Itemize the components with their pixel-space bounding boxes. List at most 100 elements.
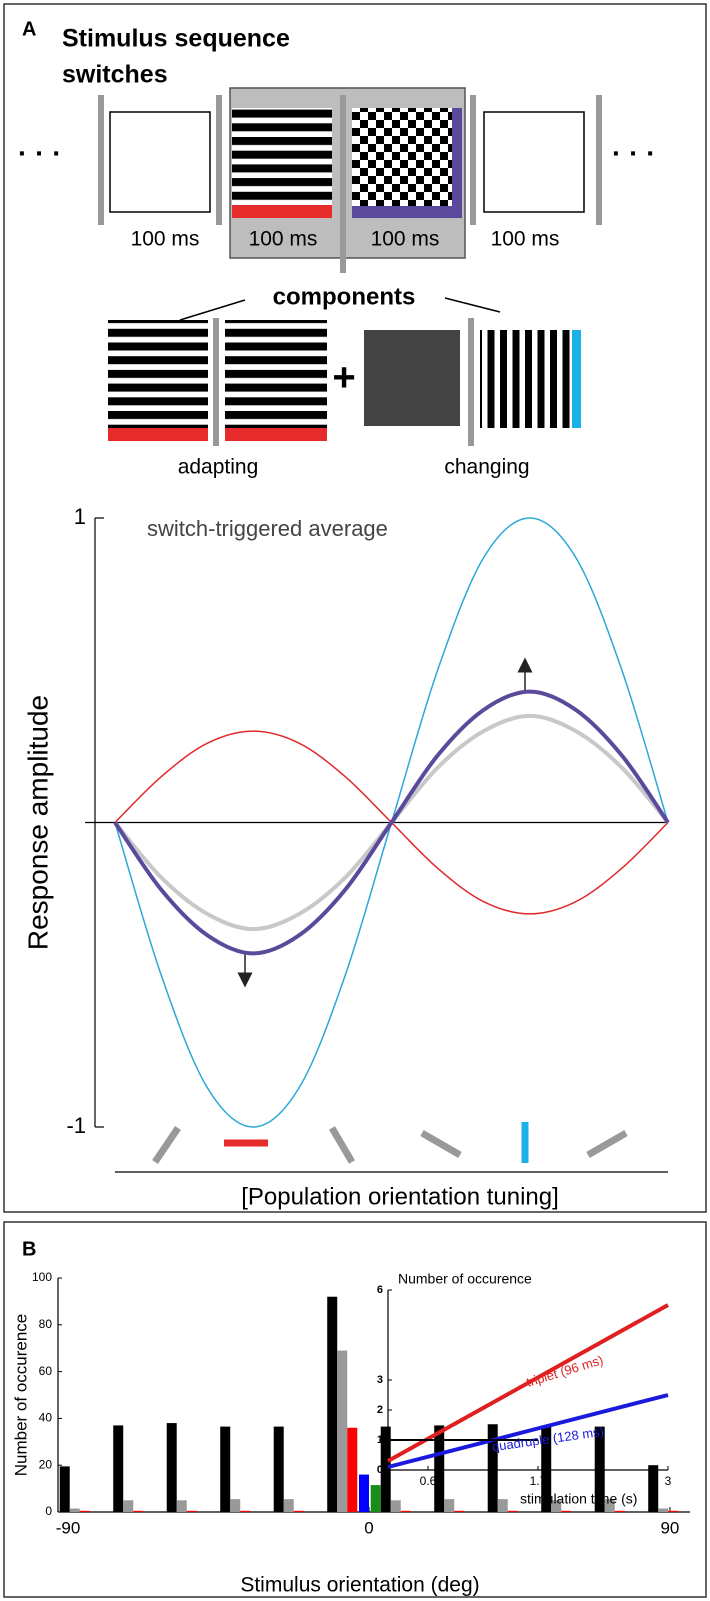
- bar: [604, 1499, 615, 1512]
- bar: [541, 1425, 552, 1512]
- y-tick-label: 20: [39, 1457, 53, 1471]
- bar: [434, 1425, 445, 1512]
- y-tick-label: 6: [377, 1284, 383, 1296]
- separator: [216, 95, 222, 225]
- x-tick-label: 3: [665, 1474, 672, 1488]
- bar: [390, 1500, 401, 1512]
- connector: [444, 297, 501, 313]
- y-tick-label: 3: [377, 1374, 383, 1386]
- x-axis-label: Stimulus orientation (deg): [240, 1574, 479, 1597]
- grating-component: [225, 320, 327, 430]
- bar: [220, 1426, 231, 1512]
- grating-component: [108, 320, 208, 430]
- y-tick-label: 1: [74, 504, 86, 529]
- duration-label: 100 ms: [371, 228, 440, 251]
- bar: [166, 1423, 177, 1512]
- color-tag: [572, 330, 581, 428]
- color-tag: [452, 108, 462, 218]
- series-line: [113, 689, 670, 956]
- panel-label: A: [22, 18, 36, 40]
- x-axis-label: stimulation time (s): [520, 1491, 637, 1507]
- bar: [293, 1510, 304, 1512]
- x-tick-label: 0.6: [420, 1474, 437, 1488]
- ellipsis: · · ·: [612, 137, 656, 168]
- color-tag: [352, 206, 462, 218]
- bar: [668, 1510, 679, 1512]
- orientation-icon: [586, 1129, 628, 1159]
- chart-title: Number of occurence: [398, 1271, 532, 1287]
- color-tag: [225, 428, 327, 441]
- y-tick-label: 2: [377, 1404, 383, 1416]
- ellipsis: · · ·: [18, 137, 62, 168]
- grating-stimulus: [232, 108, 332, 208]
- bar: [186, 1510, 197, 1512]
- panel-label: B: [22, 1238, 36, 1260]
- orientation-icon: [152, 1126, 181, 1164]
- bar: [123, 1500, 134, 1512]
- x-tick-label: 1.7: [530, 1474, 547, 1488]
- component-label: adapting: [178, 456, 259, 479]
- panel-a-frame: [3, 3, 707, 1213]
- y-tick-label: 60: [39, 1364, 53, 1378]
- y-tick-label: 80: [39, 1317, 53, 1331]
- bar: [551, 1500, 562, 1512]
- bar: [240, 1510, 251, 1512]
- x-tick-label: 0: [364, 1518, 373, 1537]
- series-label: triplet (96 ms): [524, 1352, 604, 1390]
- separator: [98, 95, 104, 225]
- y-tick-label: 0: [45, 1504, 52, 1518]
- bar: [358, 1474, 369, 1512]
- diagram-title: switches: [62, 61, 168, 89]
- y-tick-label: 100: [32, 1270, 52, 1284]
- bar: [454, 1510, 465, 1512]
- x-tick-label: 90: [660, 1518, 679, 1537]
- bar: [380, 1426, 391, 1512]
- duration-label: 100 ms: [249, 228, 318, 251]
- color-tag: [108, 428, 208, 441]
- plaid-stimulus: [352, 108, 460, 208]
- y-axis-label: Response amplitude: [22, 695, 53, 950]
- bar: [176, 1500, 187, 1512]
- y-tick-label: 1: [377, 1434, 383, 1446]
- x-tick-label: -90: [56, 1518, 81, 1537]
- bar: [79, 1510, 90, 1512]
- bar: [273, 1426, 284, 1512]
- bar: [347, 1427, 358, 1512]
- bar: [497, 1499, 508, 1512]
- bar: [658, 1508, 669, 1512]
- bar: [561, 1510, 572, 1512]
- separator: [340, 95, 346, 273]
- orientation-icon: [420, 1129, 462, 1159]
- blank-stimulus: [109, 111, 211, 213]
- y-tick-label: 0: [377, 1464, 383, 1476]
- y-tick-label: -1: [66, 1113, 86, 1138]
- x-axis-label: [Population orientation tuning]: [241, 1183, 559, 1210]
- component-label: changing: [444, 456, 529, 479]
- separator: [468, 318, 474, 446]
- components-label: components: [273, 283, 416, 310]
- bar: [444, 1499, 455, 1512]
- panel-b-frame: [3, 1221, 707, 1598]
- bar: [113, 1425, 124, 1512]
- duration-label: 100 ms: [491, 228, 560, 251]
- bar: [487, 1424, 498, 1512]
- bar: [327, 1296, 338, 1512]
- blank-component: [364, 330, 460, 426]
- bar: [337, 1350, 348, 1512]
- series-line: [387, 1393, 669, 1469]
- blank-stimulus: [483, 111, 585, 213]
- color-tag: [232, 205, 332, 218]
- bar: [370, 1485, 381, 1512]
- bar: [594, 1426, 605, 1512]
- annotation: switch-triggered average: [147, 516, 388, 541]
- duration-label: 100 ms: [131, 228, 200, 251]
- diagram-title: Stimulus sequence: [62, 25, 290, 53]
- separator: [596, 95, 602, 225]
- bar: [230, 1499, 241, 1512]
- bar: [59, 1466, 70, 1512]
- separator: [470, 95, 476, 225]
- orientation-icon: [328, 1126, 356, 1164]
- separator: [213, 318, 219, 446]
- connector: [179, 299, 246, 321]
